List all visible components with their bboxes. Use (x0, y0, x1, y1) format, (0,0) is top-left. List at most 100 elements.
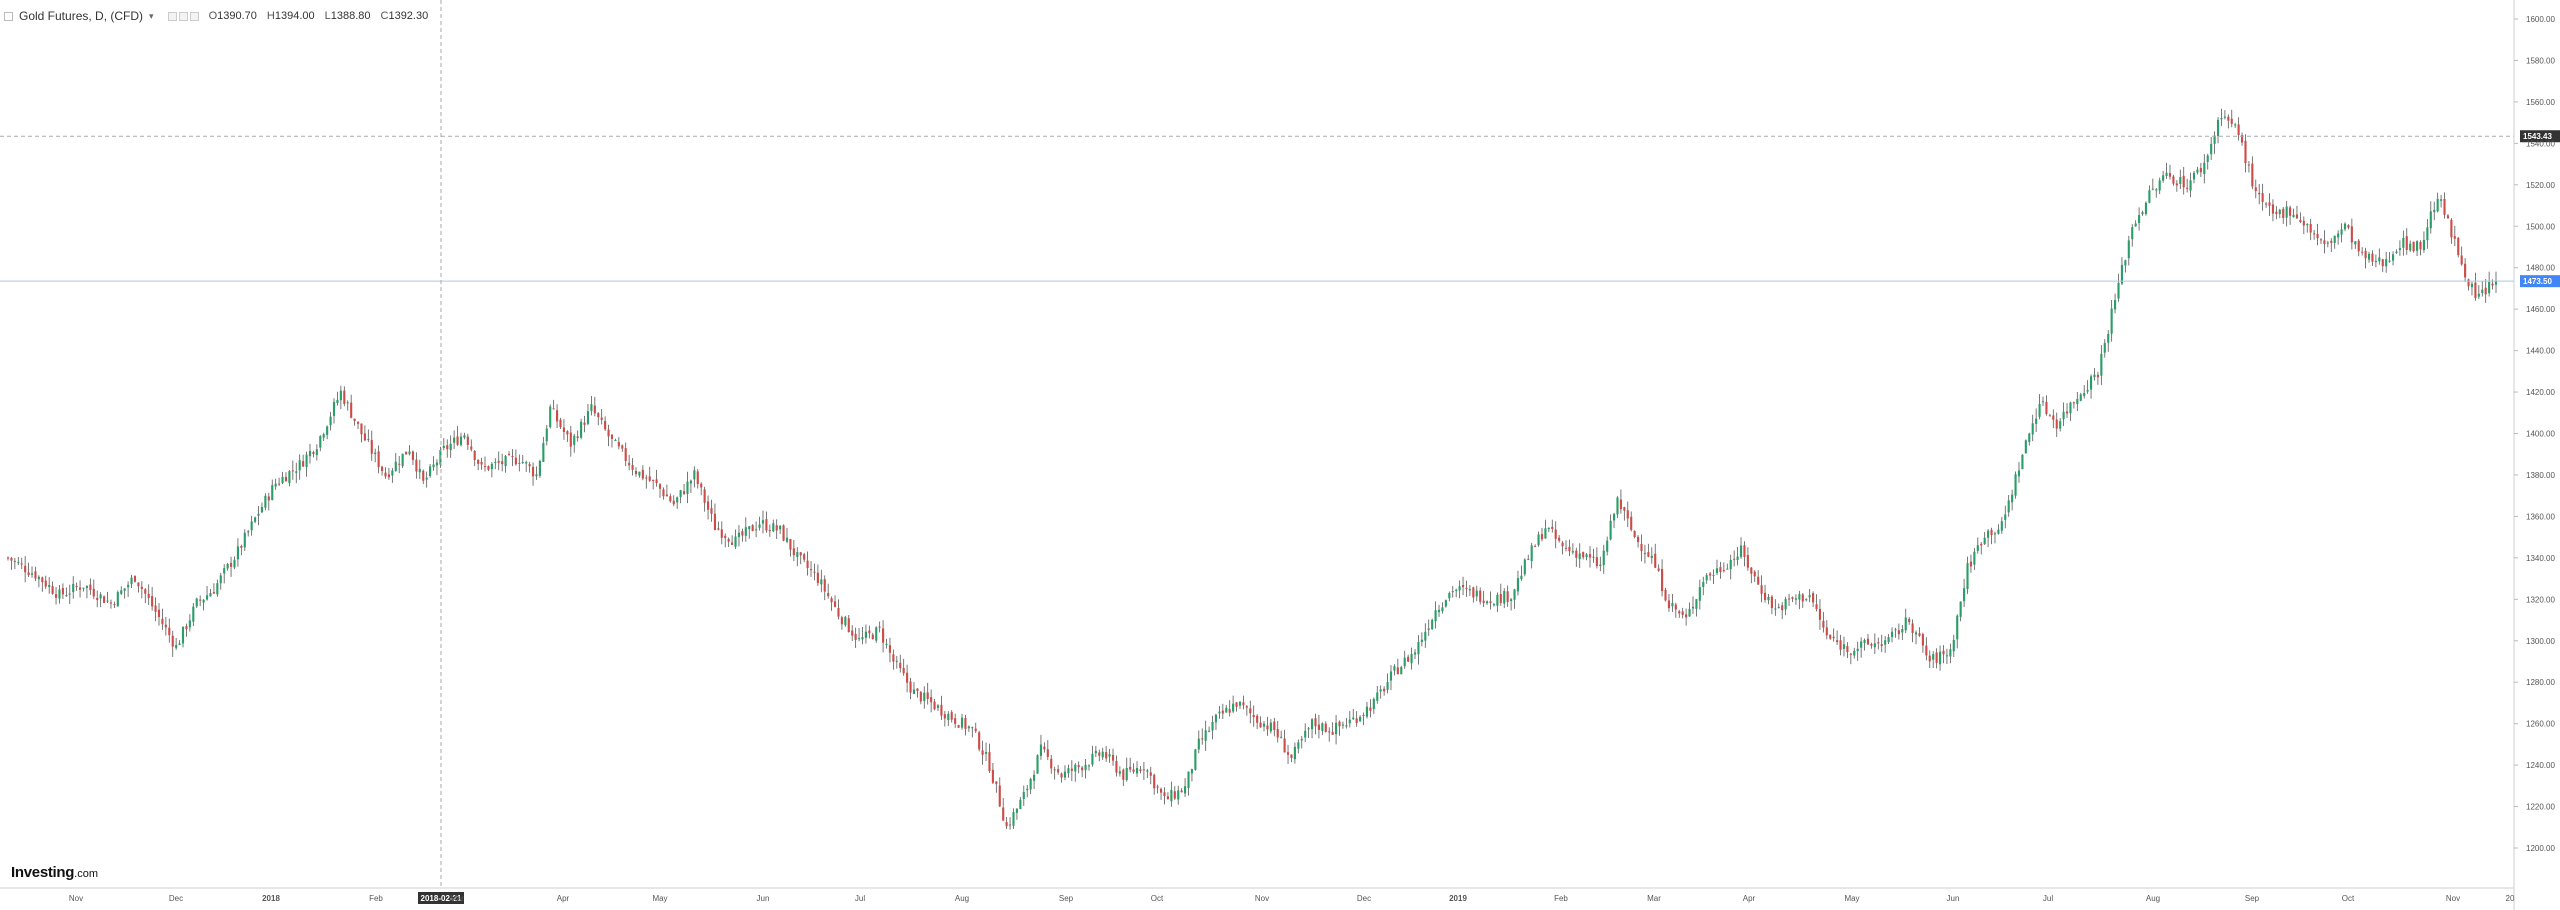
candle[interactable] (2052, 409, 2055, 429)
candle[interactable] (1739, 537, 1743, 559)
candle[interactable] (1115, 755, 1118, 777)
candle[interactable] (1935, 648, 1938, 669)
candle[interactable] (1225, 705, 1228, 713)
candle[interactable] (302, 454, 305, 468)
candle[interactable] (2337, 230, 2340, 245)
candle[interactable] (178, 640, 181, 646)
candle[interactable] (1389, 665, 1393, 691)
candle[interactable] (1290, 754, 1293, 763)
candle[interactable] (2381, 258, 2384, 273)
candle[interactable] (264, 493, 267, 511)
candle[interactable] (2285, 201, 2288, 227)
candle[interactable] (308, 443, 312, 464)
candle[interactable] (960, 713, 964, 730)
candle[interactable] (1280, 730, 1283, 739)
candle[interactable] (813, 563, 816, 581)
candle[interactable] (432, 456, 435, 471)
candle[interactable] (1884, 636, 1887, 653)
candle[interactable] (2021, 454, 2024, 470)
candle[interactable] (1094, 745, 1097, 758)
candle[interactable] (525, 460, 528, 472)
candle[interactable] (1602, 544, 1605, 574)
candle[interactable] (1383, 686, 1386, 696)
candle[interactable] (820, 569, 823, 593)
candle[interactable] (2168, 164, 2172, 180)
candle[interactable] (2107, 330, 2110, 352)
candle[interactable] (768, 524, 771, 537)
candle[interactable] (1098, 749, 1101, 762)
candle[interactable] (562, 419, 566, 440)
candle[interactable] (583, 415, 586, 433)
candle[interactable] (339, 385, 342, 410)
candle[interactable] (398, 456, 401, 474)
candle[interactable] (291, 460, 294, 480)
candle[interactable] (1386, 673, 1389, 694)
candle[interactable] (1019, 797, 1022, 810)
candle[interactable] (2117, 273, 2120, 302)
candle[interactable] (127, 581, 130, 597)
candle[interactable] (2319, 238, 2323, 245)
candle[interactable] (2048, 413, 2051, 417)
candle[interactable] (10, 557, 13, 570)
candle[interactable] (2391, 251, 2395, 266)
candle[interactable] (1029, 777, 1032, 795)
candle[interactable] (2330, 238, 2333, 253)
candle[interactable] (1506, 585, 1509, 607)
candle[interactable] (1599, 556, 1602, 572)
candle[interactable] (840, 615, 843, 630)
candle[interactable] (1300, 735, 1303, 749)
candle[interactable] (940, 695, 943, 720)
candle[interactable] (449, 435, 452, 458)
candle[interactable] (2141, 210, 2144, 216)
candle[interactable] (96, 590, 99, 608)
candle[interactable] (1482, 590, 1485, 608)
candle[interactable] (1314, 713, 1317, 735)
candle[interactable] (1218, 705, 1221, 719)
candle[interactable] (195, 597, 198, 608)
candle[interactable] (847, 614, 850, 633)
candle[interactable] (20, 557, 23, 570)
candle[interactable] (1743, 541, 1746, 567)
candle[interactable] (1928, 650, 1931, 669)
candle[interactable] (1122, 768, 1125, 786)
candle[interactable] (58, 584, 61, 604)
candle[interactable] (645, 474, 648, 489)
candle[interactable] (748, 525, 751, 539)
candle[interactable] (1767, 594, 1770, 605)
candle[interactable] (2405, 228, 2408, 255)
candle[interactable] (343, 386, 346, 407)
candle[interactable] (1534, 544, 1537, 548)
candle[interactable] (168, 618, 171, 643)
candle[interactable] (494, 458, 497, 470)
candle[interactable] (123, 588, 126, 599)
candle[interactable] (1685, 608, 1688, 626)
candle[interactable] (2326, 240, 2329, 248)
candle[interactable] (2069, 401, 2072, 421)
candle[interactable] (624, 442, 627, 467)
candle[interactable] (1568, 539, 1571, 557)
candle[interactable] (991, 762, 994, 784)
candle[interactable] (1530, 542, 1533, 569)
candle[interactable] (1087, 764, 1091, 771)
candle[interactable] (2289, 205, 2292, 225)
candle[interactable] (2484, 279, 2487, 303)
candle[interactable] (418, 459, 421, 480)
candle[interactable] (2378, 248, 2381, 265)
candle[interactable] (1046, 740, 1049, 761)
candle[interactable] (2175, 180, 2178, 192)
candle[interactable] (109, 599, 113, 609)
candle[interactable] (2398, 240, 2401, 256)
candle[interactable] (147, 584, 150, 606)
candle[interactable] (1582, 551, 1585, 560)
candle[interactable] (192, 603, 195, 627)
candle[interactable] (1726, 563, 1729, 570)
candle[interactable] (981, 740, 984, 765)
candle[interactable] (885, 638, 888, 649)
candle[interactable] (360, 423, 363, 443)
candle[interactable] (1012, 808, 1015, 829)
candle[interactable] (1338, 720, 1341, 736)
candle[interactable] (1180, 788, 1183, 793)
candle[interactable] (2412, 241, 2415, 253)
candle[interactable] (2162, 170, 2165, 183)
candle[interactable] (549, 404, 552, 429)
